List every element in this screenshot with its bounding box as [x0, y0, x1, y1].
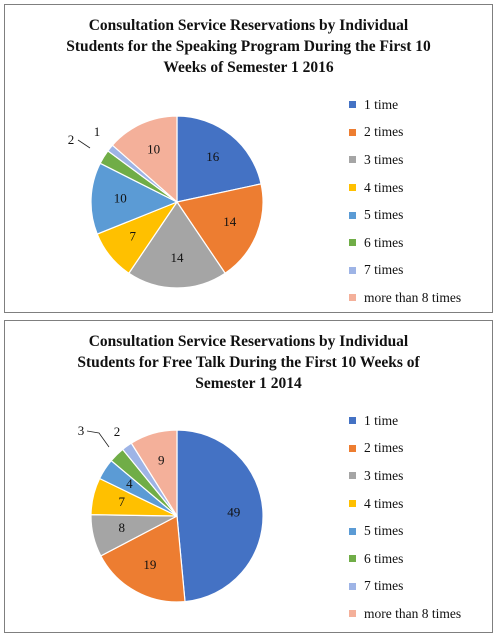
- legend-label: 5 times: [364, 207, 404, 223]
- chart-panel-free-talk: Consultation Service Reservations by Ind…: [4, 320, 493, 633]
- legend-item: 7 times: [349, 257, 461, 285]
- data-label: 4: [126, 476, 133, 491]
- legend-swatch: [349, 211, 356, 219]
- legend-item: more than 8 times: [349, 600, 461, 628]
- data-label: 19: [143, 557, 156, 572]
- legend-swatch: [349, 266, 356, 274]
- legend-swatch: [349, 294, 356, 302]
- data-label: 14: [171, 250, 185, 265]
- data-label: 49: [227, 504, 240, 519]
- pie-slice: [176, 183, 264, 275]
- legend-label: 3 times: [364, 151, 404, 167]
- legend-item: 5 times: [349, 201, 461, 229]
- legend-swatch: [349, 527, 356, 535]
- legend-label: 4 times: [364, 495, 404, 511]
- chart-title-line: Consultation Service Reservations by Ind…: [88, 17, 409, 34]
- legend-swatch: [349, 417, 356, 425]
- pie-chart-speaking: 16 14 14 7 10 2 1 10: [68, 115, 264, 289]
- data-label: 7: [119, 494, 126, 509]
- legend-swatch: [349, 444, 356, 452]
- legend-label: 6 times: [364, 550, 404, 566]
- chart-panel-speaking: Consultation Service Reservations by Ind…: [4, 4, 493, 313]
- legend-item: 6 times: [349, 229, 461, 257]
- data-label: 8: [119, 520, 126, 535]
- legend-item: more than 8 times: [349, 284, 461, 312]
- legend-item: 7 times: [349, 573, 461, 601]
- legend-item: 6 times: [349, 545, 461, 573]
- chart-title-line: Consultation Service Reservations by Ind…: [88, 333, 409, 350]
- legend-item: 4 times: [349, 174, 461, 202]
- legend-label: 2 times: [364, 440, 404, 456]
- legend-label: 7 times: [364, 262, 404, 278]
- legend-item: 3 times: [349, 462, 461, 490]
- legend-swatch: [349, 101, 356, 109]
- chart-legend: 1 time 2 times 3 times 4 times 5 times 6 time…: [349, 407, 461, 628]
- legend-label: 7 times: [364, 578, 404, 594]
- pie-slice: [176, 429, 264, 603]
- legend-swatch: [349, 472, 356, 480]
- chart-title-line: Students for the Speaking Program During…: [66, 38, 431, 55]
- data-label: 9: [158, 452, 165, 467]
- legend-label: 6 times: [364, 234, 404, 250]
- legend-swatch: [349, 610, 356, 618]
- chart-title-line: Semester 1 2014: [195, 375, 302, 392]
- data-label: 2: [68, 132, 75, 147]
- leader-line: [77, 139, 91, 149]
- legend-label: 1 time: [364, 96, 399, 112]
- legend-swatch: [349, 128, 356, 136]
- legend-label: more than 8 times: [364, 289, 462, 305]
- pie-slice: [130, 429, 178, 519]
- legend-label: more than 8 times: [364, 605, 462, 621]
- legend-item: 1 time: [349, 91, 461, 119]
- chart-title: Consultation Service Reservations by Ind…: [5, 331, 492, 394]
- chart-title: Consultation Service Reservations by Ind…: [5, 15, 492, 78]
- pie-chart-free-talk: 49 19 8 74 3 2 9: [78, 423, 264, 603]
- legend-swatch: [349, 582, 356, 590]
- legend-swatch: [349, 184, 356, 192]
- legend-item: 4 times: [349, 490, 461, 518]
- chart-title-line: Students for Free Talk During the First …: [77, 354, 420, 371]
- legend-item: 3 times: [349, 146, 461, 174]
- legend-item: 2 times: [349, 119, 461, 147]
- data-label: 10: [114, 191, 127, 206]
- legend-swatch: [349, 156, 356, 164]
- chart-title-line: Weeks of Semester 1 2016: [163, 59, 334, 76]
- chart-legend: 1 time 2 times 3 times 4 times 5 times 6 time…: [349, 91, 461, 312]
- legend-swatch: [349, 500, 356, 508]
- legend-item: 2 times: [349, 435, 461, 463]
- legend-swatch: [349, 239, 356, 247]
- leader-line: [86, 430, 110, 448]
- data-label: 10: [147, 141, 160, 156]
- data-label: 14: [223, 214, 237, 229]
- pie-slice: [176, 115, 262, 203]
- pie-slice: [99, 515, 186, 603]
- legend-label: 2 times: [364, 124, 404, 140]
- legend-swatch: [349, 555, 356, 563]
- pie-slice: [128, 200, 226, 289]
- data-label: 1: [94, 124, 101, 139]
- data-label: 7: [130, 229, 137, 244]
- data-label: 2: [114, 424, 121, 439]
- data-label: 16: [206, 149, 220, 164]
- pie-slice: [90, 162, 179, 235]
- data-label: 3: [78, 423, 85, 438]
- pie-slice: [111, 115, 178, 204]
- legend-label: 1 time: [364, 412, 399, 428]
- legend-label: 3 times: [364, 467, 404, 483]
- legend-label: 4 times: [364, 179, 404, 195]
- legend-item: 5 times: [349, 517, 461, 545]
- legend-label: 5 times: [364, 523, 404, 539]
- legend-item: 1 time: [349, 407, 461, 435]
